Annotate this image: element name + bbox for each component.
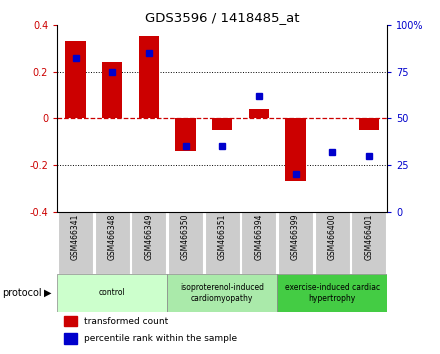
Bar <box>64 316 77 326</box>
Bar <box>212 118 232 130</box>
Bar <box>278 212 313 274</box>
Text: GSM466401: GSM466401 <box>364 214 374 260</box>
Text: GSM466348: GSM466348 <box>108 214 117 260</box>
Bar <box>205 212 240 274</box>
Text: exercise-induced cardiac
hypertrophy: exercise-induced cardiac hypertrophy <box>285 283 380 303</box>
Bar <box>277 274 387 312</box>
Bar <box>64 333 77 344</box>
Bar <box>66 41 86 118</box>
Bar <box>351 212 386 274</box>
Title: GDS3596 / 1418485_at: GDS3596 / 1418485_at <box>145 11 300 24</box>
Bar <box>315 212 350 274</box>
Text: ▶: ▶ <box>44 288 51 298</box>
Text: protocol: protocol <box>2 288 42 298</box>
Text: GSM466341: GSM466341 <box>71 214 80 260</box>
Text: GSM466399: GSM466399 <box>291 214 300 260</box>
Text: percentile rank within the sample: percentile rank within the sample <box>84 334 237 343</box>
Text: control: control <box>99 289 125 297</box>
Bar <box>241 212 276 274</box>
Text: GSM466394: GSM466394 <box>254 214 264 260</box>
Bar <box>95 212 130 274</box>
Bar <box>249 109 269 118</box>
Text: GSM466400: GSM466400 <box>328 214 337 260</box>
Text: GSM466351: GSM466351 <box>218 214 227 260</box>
Text: GSM466350: GSM466350 <box>181 214 190 260</box>
Bar <box>102 62 122 118</box>
Bar <box>58 212 93 274</box>
Bar <box>176 118 196 151</box>
Text: GSM466349: GSM466349 <box>144 214 154 260</box>
Bar <box>167 274 277 312</box>
Bar <box>168 212 203 274</box>
Text: transformed count: transformed count <box>84 316 168 326</box>
Bar <box>286 118 306 182</box>
Text: isoproterenol-induced
cardiomyopathy: isoproterenol-induced cardiomyopathy <box>180 283 264 303</box>
Bar <box>57 274 167 312</box>
Bar <box>139 36 159 118</box>
Bar <box>359 118 379 130</box>
Bar <box>131 212 166 274</box>
